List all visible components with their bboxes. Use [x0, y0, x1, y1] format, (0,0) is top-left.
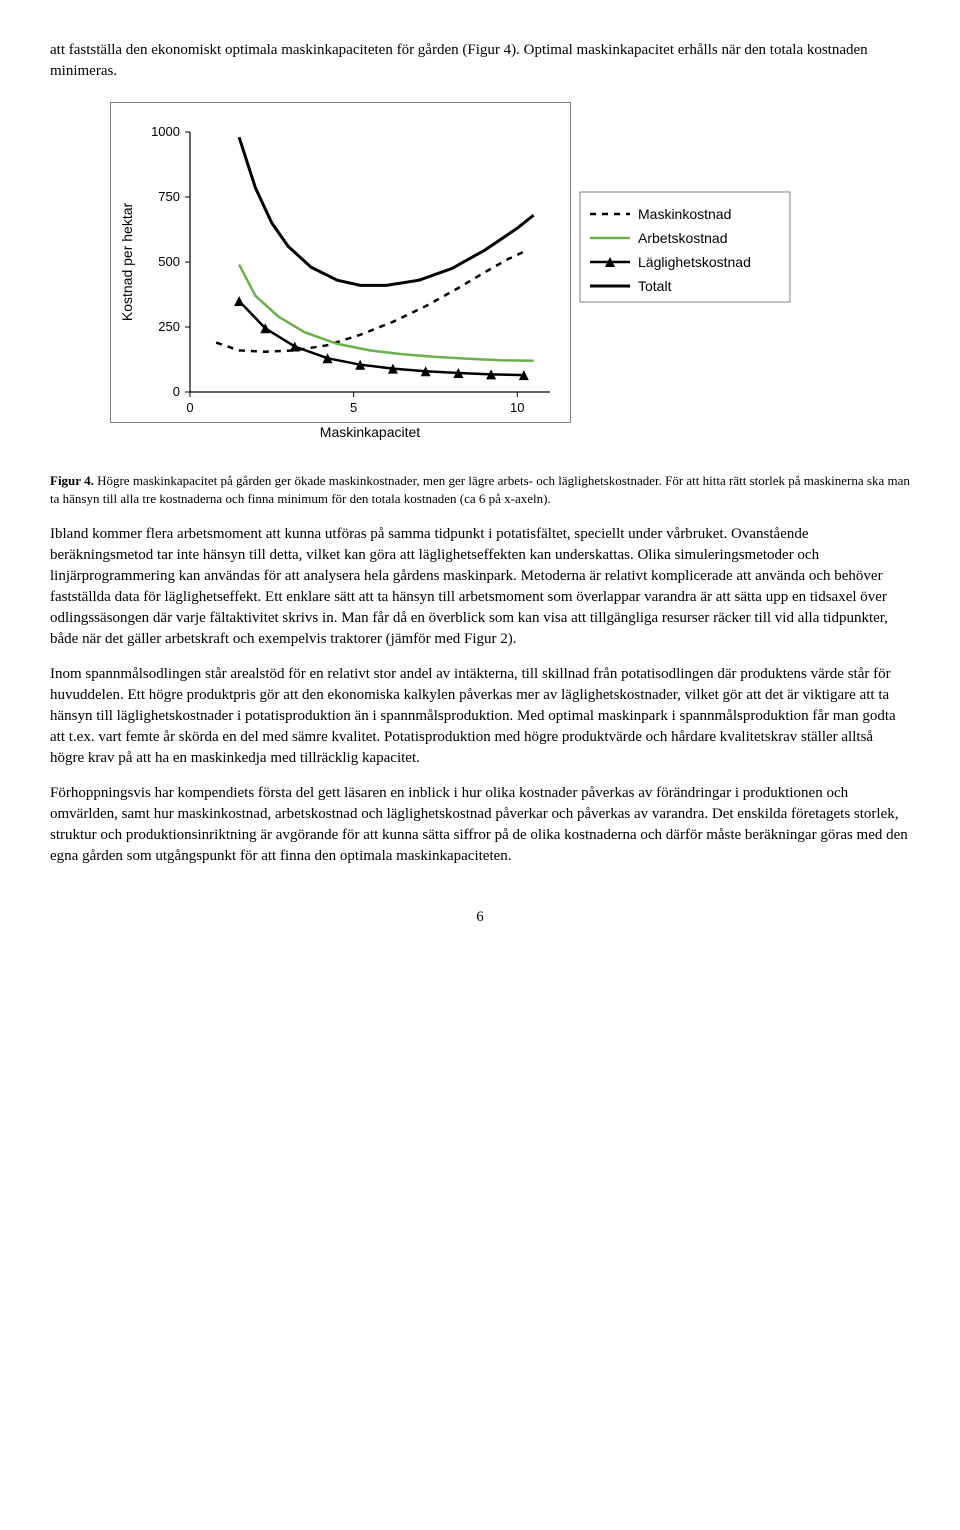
svg-text:5: 5: [350, 400, 357, 415]
cost-chart-svg: 0 250 500 750 1000 0 5 10 Kostnad per hektar Mask…: [110, 102, 810, 442]
svg-text:Kostnad per hektar: Kostnad per hektar: [119, 203, 135, 322]
figure-caption-text: Högre maskinkapacitet på gården ger ökad…: [50, 473, 910, 506]
page-number: 6: [50, 907, 910, 928]
svg-text:Maskinkostnad: Maskinkostnad: [638, 206, 731, 222]
svg-text:500: 500: [158, 254, 180, 269]
body-paragraph-1: Ibland kommer flera arbetsmoment att kun…: [50, 524, 910, 650]
svg-text:750: 750: [158, 189, 180, 204]
svg-text:Läglighetskostnad: Läglighetskostnad: [638, 254, 751, 270]
svg-text:0: 0: [173, 384, 180, 399]
body-paragraph-2: Inom spannmålsodlingen står arealstöd fö…: [50, 664, 910, 769]
svg-text:10: 10: [510, 400, 524, 415]
svg-text:Maskinkapacitet: Maskinkapacitet: [320, 424, 420, 440]
svg-text:Totalt: Totalt: [638, 278, 672, 294]
intro-paragraph: att fastställa den ekonomiskt optimala m…: [50, 40, 910, 82]
svg-text:0: 0: [186, 400, 193, 415]
cost-chart: 0 250 500 750 1000 0 5 10 Kostnad per hektar Mask…: [110, 102, 810, 442]
svg-text:250: 250: [158, 319, 180, 334]
body-paragraph-3: Förhoppningsvis har kompendiets första d…: [50, 783, 910, 867]
figure-label: Figur 4.: [50, 473, 97, 488]
figure-caption: Figur 4. Högre maskinkapacitet på gården…: [50, 472, 910, 508]
svg-text:Arbetskostnad: Arbetskostnad: [638, 230, 728, 246]
svg-text:1000: 1000: [151, 124, 180, 139]
